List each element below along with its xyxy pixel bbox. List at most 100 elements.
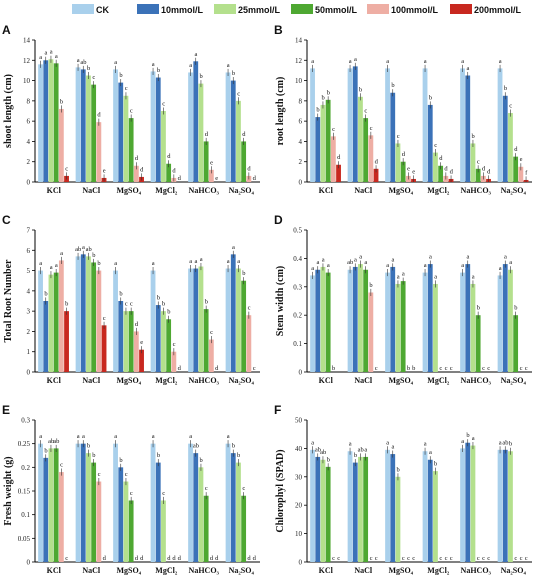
significance-letter: a bbox=[152, 433, 155, 440]
bar bbox=[188, 443, 193, 562]
bar bbox=[518, 166, 524, 182]
bar bbox=[123, 481, 129, 562]
x-category-label: NaCl bbox=[82, 186, 101, 195]
significance-letter: e bbox=[210, 159, 213, 166]
significance-letter: c bbox=[337, 555, 340, 562]
y-tick-label: 6 bbox=[299, 118, 303, 126]
significance-letter: d bbox=[140, 555, 144, 562]
x-category-label: MgSO₄ bbox=[388, 186, 413, 195]
bar bbox=[422, 451, 428, 562]
significance-letter: c bbox=[487, 365, 490, 372]
significance-letter: e bbox=[103, 167, 106, 174]
significance-letter: a bbox=[195, 258, 198, 265]
significance-letter: ab bbox=[358, 446, 364, 453]
significance-letter: a bbox=[402, 271, 405, 278]
significance-letter: b bbox=[466, 432, 469, 439]
significance-letter: a bbox=[114, 59, 117, 66]
significance-letter: a bbox=[232, 244, 235, 251]
significance-letter: c bbox=[103, 315, 106, 322]
bar bbox=[508, 269, 513, 372]
bar bbox=[48, 59, 54, 183]
significance-letter: d bbox=[103, 555, 107, 562]
bar bbox=[155, 462, 161, 562]
significance-letter: b bbox=[327, 89, 330, 96]
bar bbox=[75, 67, 81, 182]
significance-letter: a bbox=[114, 433, 117, 440]
panel-letter: D bbox=[274, 213, 283, 227]
significance-letter: c bbox=[210, 329, 213, 336]
bar bbox=[241, 495, 247, 562]
significance-letter: b bbox=[60, 98, 63, 105]
bar bbox=[128, 118, 134, 182]
significance-letter: ab bbox=[86, 246, 92, 253]
significance-letter: d bbox=[242, 131, 246, 138]
significance-letter: c bbox=[162, 100, 165, 107]
significance-letter: d bbox=[135, 321, 139, 328]
legend-swatch bbox=[367, 4, 389, 14]
significance-letter: b bbox=[119, 290, 122, 297]
x-category-label: Na₂SO₄ bbox=[229, 186, 255, 195]
y-tick-label: 4 bbox=[299, 138, 303, 146]
bar bbox=[513, 156, 519, 182]
significance-letter: a bbox=[82, 433, 85, 440]
bar bbox=[460, 68, 465, 182]
bar bbox=[43, 301, 49, 372]
y-tick-label: 2 bbox=[27, 158, 31, 166]
bar bbox=[43, 60, 49, 182]
significance-letter: a bbox=[424, 262, 427, 269]
significance-letter: a bbox=[50, 264, 53, 271]
bar bbox=[433, 283, 438, 372]
bar bbox=[502, 95, 508, 182]
significance-letter: ab bbox=[75, 246, 81, 253]
significance-letter: b bbox=[232, 443, 235, 450]
legend-label: 100mmol/L bbox=[391, 5, 439, 15]
y-tick-label: 0.15 bbox=[18, 488, 31, 496]
bar bbox=[320, 266, 326, 372]
bar bbox=[390, 454, 396, 562]
bar bbox=[75, 256, 81, 372]
legend-label: 25mmol/L bbox=[238, 5, 281, 15]
bar bbox=[347, 451, 353, 562]
bar bbox=[465, 442, 471, 562]
bar bbox=[113, 443, 118, 562]
significance-letter: a bbox=[39, 260, 42, 267]
x-category-label: KCl bbox=[319, 566, 334, 575]
bar bbox=[91, 84, 97, 182]
bar bbox=[236, 268, 241, 372]
legend-label: CK bbox=[96, 5, 109, 15]
significance-letter: c bbox=[370, 125, 373, 132]
bar bbox=[53, 63, 59, 183]
bar bbox=[96, 122, 102, 182]
bar bbox=[347, 68, 353, 182]
bar bbox=[225, 268, 231, 372]
bar bbox=[352, 66, 358, 182]
bar bbox=[385, 449, 390, 562]
significance-letter: ab bbox=[502, 439, 508, 446]
y-tick-label: 14 bbox=[23, 37, 31, 45]
significance-letter: d bbox=[253, 555, 257, 562]
bar bbox=[193, 453, 199, 562]
significance-letter: a bbox=[461, 262, 464, 269]
bar bbox=[352, 462, 358, 562]
y-tick-label: 0.25 bbox=[18, 440, 31, 448]
y-tick-label: 6 bbox=[27, 118, 31, 126]
significance-letter: a bbox=[509, 259, 512, 266]
significance-letter: a bbox=[50, 49, 53, 56]
bar bbox=[320, 459, 326, 562]
y-tick-label: 8 bbox=[299, 97, 303, 105]
significance-letter: a bbox=[189, 258, 192, 265]
y-tick-label: 20 bbox=[295, 502, 303, 510]
bar bbox=[193, 268, 199, 372]
significance-letter: b bbox=[200, 73, 203, 80]
significance-letter: c bbox=[520, 365, 523, 372]
significance-letter: d bbox=[215, 365, 219, 372]
significance-letter: d bbox=[167, 153, 171, 160]
significance-letter: d bbox=[97, 112, 101, 119]
significance-letter: c bbox=[205, 485, 208, 492]
bar bbox=[508, 113, 513, 182]
bar bbox=[48, 274, 54, 372]
y-tick-label: 0 bbox=[27, 559, 31, 567]
